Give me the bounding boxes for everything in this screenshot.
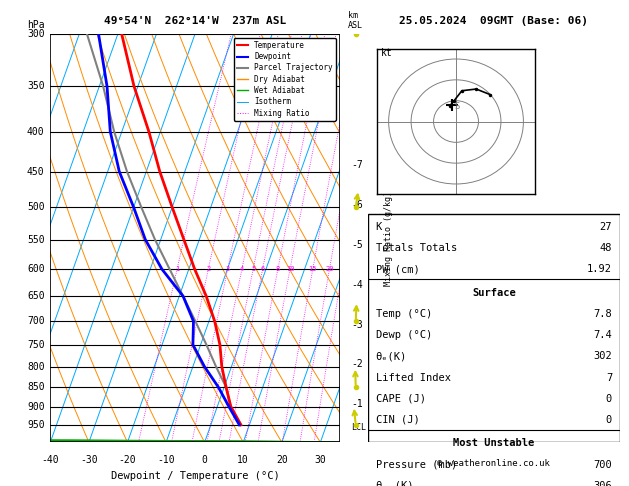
Text: -30: -30 — [80, 454, 97, 465]
Text: Mixing Ratio (g/kg): Mixing Ratio (g/kg) — [384, 191, 393, 286]
Text: 450: 450 — [27, 167, 45, 176]
Text: LCL: LCL — [351, 423, 366, 432]
Text: km
ASL: km ASL — [348, 11, 364, 30]
Text: Dewp (°C): Dewp (°C) — [376, 330, 431, 340]
Text: 550: 550 — [27, 235, 45, 244]
Text: K: K — [376, 222, 382, 232]
Text: PW (cm): PW (cm) — [376, 264, 420, 274]
Bar — [368, 214, 620, 442]
Text: -4: -4 — [351, 279, 363, 290]
Text: 6: 6 — [260, 266, 265, 273]
Text: 15: 15 — [308, 266, 317, 273]
Text: Dewpoint / Temperature (°C): Dewpoint / Temperature (°C) — [111, 471, 279, 481]
Text: 7.8: 7.8 — [593, 309, 612, 319]
Text: 0: 0 — [606, 415, 612, 425]
Text: 3: 3 — [225, 266, 230, 273]
Text: 800: 800 — [27, 362, 45, 372]
Text: 5: 5 — [251, 266, 255, 273]
Text: 8: 8 — [276, 266, 280, 273]
Text: 20: 20 — [276, 454, 287, 465]
Text: -2: -2 — [351, 360, 363, 369]
Text: Pressure (mb): Pressure (mb) — [376, 460, 457, 469]
Text: S: S — [454, 103, 459, 111]
Text: -5: -5 — [351, 240, 363, 250]
Text: θₑ(K): θₑ(K) — [376, 351, 407, 361]
Text: 850: 850 — [27, 382, 45, 392]
Text: 30: 30 — [314, 454, 326, 465]
Text: 48: 48 — [599, 243, 612, 253]
Text: 25.05.2024  09GMT (Base: 06): 25.05.2024 09GMT (Base: 06) — [399, 16, 588, 26]
Text: 49°54'N  262°14'W  237m ASL: 49°54'N 262°14'W 237m ASL — [104, 16, 286, 26]
Text: Totals Totals: Totals Totals — [376, 243, 457, 253]
Text: Temp (°C): Temp (°C) — [376, 309, 431, 319]
Text: 0: 0 — [606, 394, 612, 404]
Text: 4: 4 — [240, 266, 244, 273]
Text: 750: 750 — [27, 340, 45, 350]
Text: 400: 400 — [27, 126, 45, 137]
Text: 306: 306 — [593, 481, 612, 486]
Text: 7: 7 — [606, 373, 612, 382]
Text: 650: 650 — [27, 291, 45, 301]
Text: -20: -20 — [119, 454, 136, 465]
Text: -10: -10 — [157, 454, 175, 465]
Text: 10: 10 — [237, 454, 249, 465]
Text: 950: 950 — [27, 420, 45, 430]
Text: CAPE (J): CAPE (J) — [376, 394, 425, 404]
Text: -6: -6 — [351, 200, 363, 210]
Legend: Temperature, Dewpoint, Parcel Trajectory, Dry Adiabat, Wet Adiabat, Isotherm, Mi: Temperature, Dewpoint, Parcel Trajectory… — [233, 38, 336, 121]
Text: θₑ (K): θₑ (K) — [376, 481, 413, 486]
Text: 302: 302 — [593, 351, 612, 361]
Text: Most Unstable: Most Unstable — [453, 438, 535, 449]
Text: 1.92: 1.92 — [587, 264, 612, 274]
Text: CIN (J): CIN (J) — [376, 415, 420, 425]
Text: 500: 500 — [27, 202, 45, 212]
Text: © weatheronline.co.uk: © weatheronline.co.uk — [437, 459, 550, 468]
Text: 27: 27 — [599, 222, 612, 232]
Text: Lifted Index: Lifted Index — [376, 373, 450, 382]
Text: 2: 2 — [206, 266, 210, 273]
Text: 10: 10 — [286, 266, 294, 273]
Text: -40: -40 — [42, 454, 59, 465]
Text: 0: 0 — [202, 454, 208, 465]
Text: 1: 1 — [175, 266, 179, 273]
Text: kt: kt — [381, 48, 392, 58]
Text: 20: 20 — [325, 266, 333, 273]
Text: -7: -7 — [351, 160, 363, 170]
Text: hPa: hPa — [27, 20, 45, 30]
Text: Surface: Surface — [472, 288, 516, 297]
Text: 900: 900 — [27, 401, 45, 412]
Text: -3: -3 — [351, 320, 363, 330]
Text: 700: 700 — [593, 460, 612, 469]
Text: -1: -1 — [351, 399, 363, 409]
Text: 700: 700 — [27, 316, 45, 326]
Text: 300: 300 — [27, 29, 45, 39]
Text: 600: 600 — [27, 264, 45, 274]
Text: 350: 350 — [27, 81, 45, 91]
Text: 7.4: 7.4 — [593, 330, 612, 340]
